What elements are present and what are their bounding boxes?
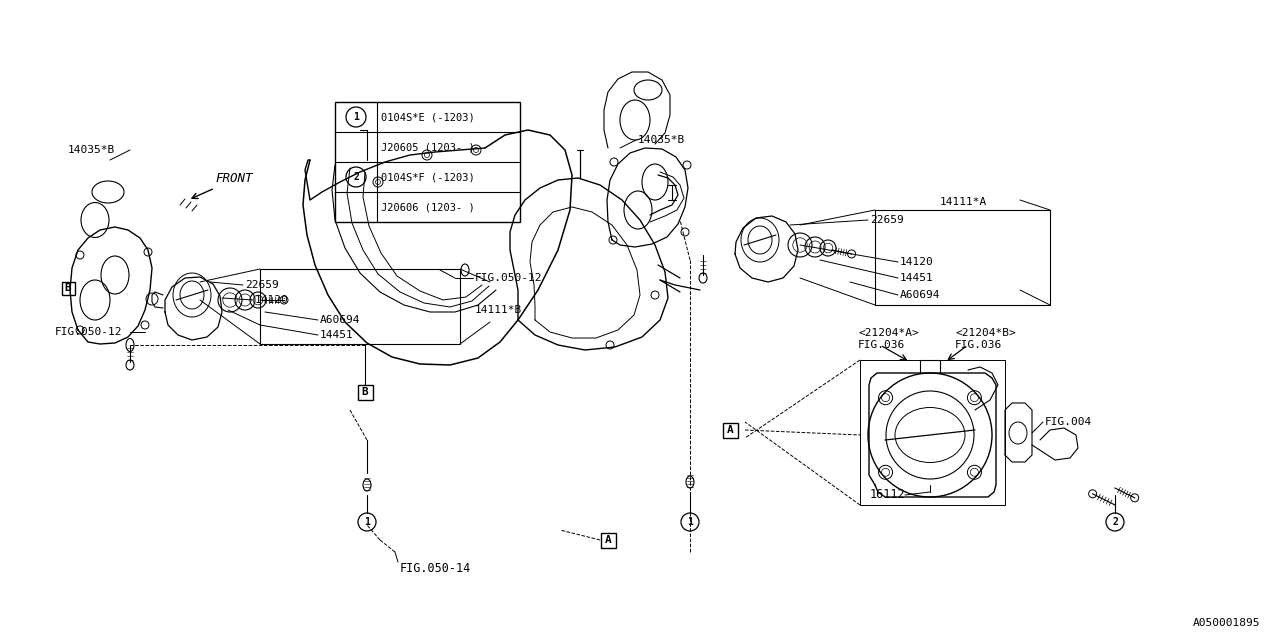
- Text: 2: 2: [353, 172, 358, 182]
- Text: A: A: [727, 425, 733, 435]
- Text: 1: 1: [687, 517, 692, 527]
- Bar: [600, 532, 616, 547]
- Text: 2: 2: [1112, 517, 1117, 527]
- Bar: [357, 385, 372, 399]
- Text: 1: 1: [364, 517, 370, 527]
- Text: 14035*B: 14035*B: [68, 145, 115, 155]
- Text: FIG.050-12: FIG.050-12: [55, 327, 123, 337]
- Text: FIG.050-12: FIG.050-12: [475, 273, 543, 283]
- Text: 1: 1: [353, 112, 358, 122]
- Text: 14111*A: 14111*A: [940, 197, 987, 207]
- Text: 14120: 14120: [900, 257, 933, 267]
- Text: 0104S*F (-1203): 0104S*F (-1203): [381, 172, 475, 182]
- Bar: [260, 269, 460, 344]
- Bar: [335, 102, 520, 222]
- Bar: [860, 360, 1005, 505]
- Text: J20606 (1203- ): J20606 (1203- ): [381, 202, 475, 212]
- Text: FIG.050-14: FIG.050-14: [401, 561, 471, 575]
- Text: 14451: 14451: [320, 330, 353, 340]
- Text: A60694: A60694: [320, 315, 361, 325]
- Text: FIG.004: FIG.004: [1044, 417, 1092, 427]
- Bar: [876, 210, 1050, 305]
- Text: 16112: 16112: [870, 488, 906, 502]
- Text: 14451: 14451: [900, 273, 933, 283]
- Text: B: B: [64, 283, 72, 293]
- Text: 14111*B: 14111*B: [475, 305, 522, 315]
- Text: 0104S*E (-1203): 0104S*E (-1203): [381, 112, 475, 122]
- Text: 14120: 14120: [255, 295, 289, 305]
- Text: J20605 (1203- ): J20605 (1203- ): [381, 142, 475, 152]
- Text: B: B: [362, 387, 369, 397]
- Text: 14035*B: 14035*B: [637, 135, 685, 145]
- Bar: [61, 282, 74, 294]
- Text: A050001895: A050001895: [1193, 618, 1260, 628]
- Text: 22659: 22659: [870, 215, 904, 225]
- Text: A: A: [604, 535, 612, 545]
- Text: <21204*B>: <21204*B>: [955, 328, 1016, 338]
- Text: A60694: A60694: [900, 290, 941, 300]
- Bar: [722, 422, 737, 438]
- Text: <21204*A>: <21204*A>: [858, 328, 919, 338]
- Text: 22659: 22659: [244, 280, 279, 290]
- Text: FIG.036: FIG.036: [858, 340, 905, 350]
- Text: FIG.036: FIG.036: [955, 340, 1002, 350]
- Text: FRONT: FRONT: [215, 172, 252, 185]
